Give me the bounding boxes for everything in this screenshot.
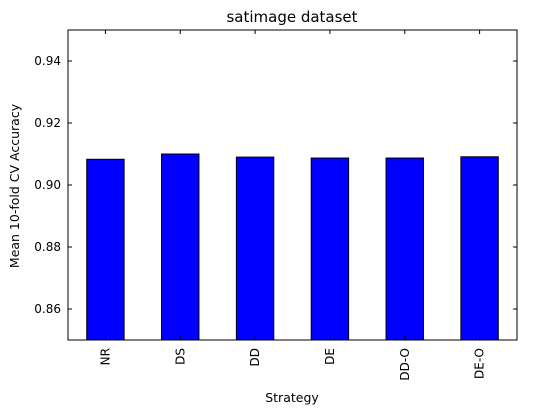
plot-frame <box>67 29 518 341</box>
y-tick-label: 0.94 <box>34 54 61 68</box>
bar-nr <box>86 158 125 341</box>
x-tick-label: NR <box>98 348 112 365</box>
x-axis-ticks: NR DS DD DE DD-O DE-O <box>98 30 487 381</box>
bar-dd-o <box>385 157 424 341</box>
y-tick-label: 0.92 <box>34 116 61 130</box>
bar-de <box>310 157 350 341</box>
x-tick-label: DD <box>248 348 262 366</box>
y-axis-title: Mean 10-fold CV Accuracy <box>7 103 22 268</box>
y-tick-label: 0.90 <box>34 178 61 192</box>
bars-group <box>86 153 499 341</box>
x-tick-label: DS <box>173 348 187 365</box>
y-tick-label: 0.86 <box>34 302 61 316</box>
bar-ds <box>161 153 200 341</box>
bar-dd <box>235 156 275 341</box>
y-axis-ticks: 0.86 0.88 0.90 0.92 0.94 <box>34 54 517 316</box>
x-axis-title: Strategy <box>265 390 319 405</box>
bar-de-o <box>460 156 499 341</box>
x-tick-label: DE-O <box>473 348 487 379</box>
chart-title: satimage dataset <box>226 8 357 26</box>
x-tick-label: DE <box>323 348 337 365</box>
x-tick-label: DD-O <box>398 348 412 381</box>
y-tick-label: 0.88 <box>34 240 61 254</box>
